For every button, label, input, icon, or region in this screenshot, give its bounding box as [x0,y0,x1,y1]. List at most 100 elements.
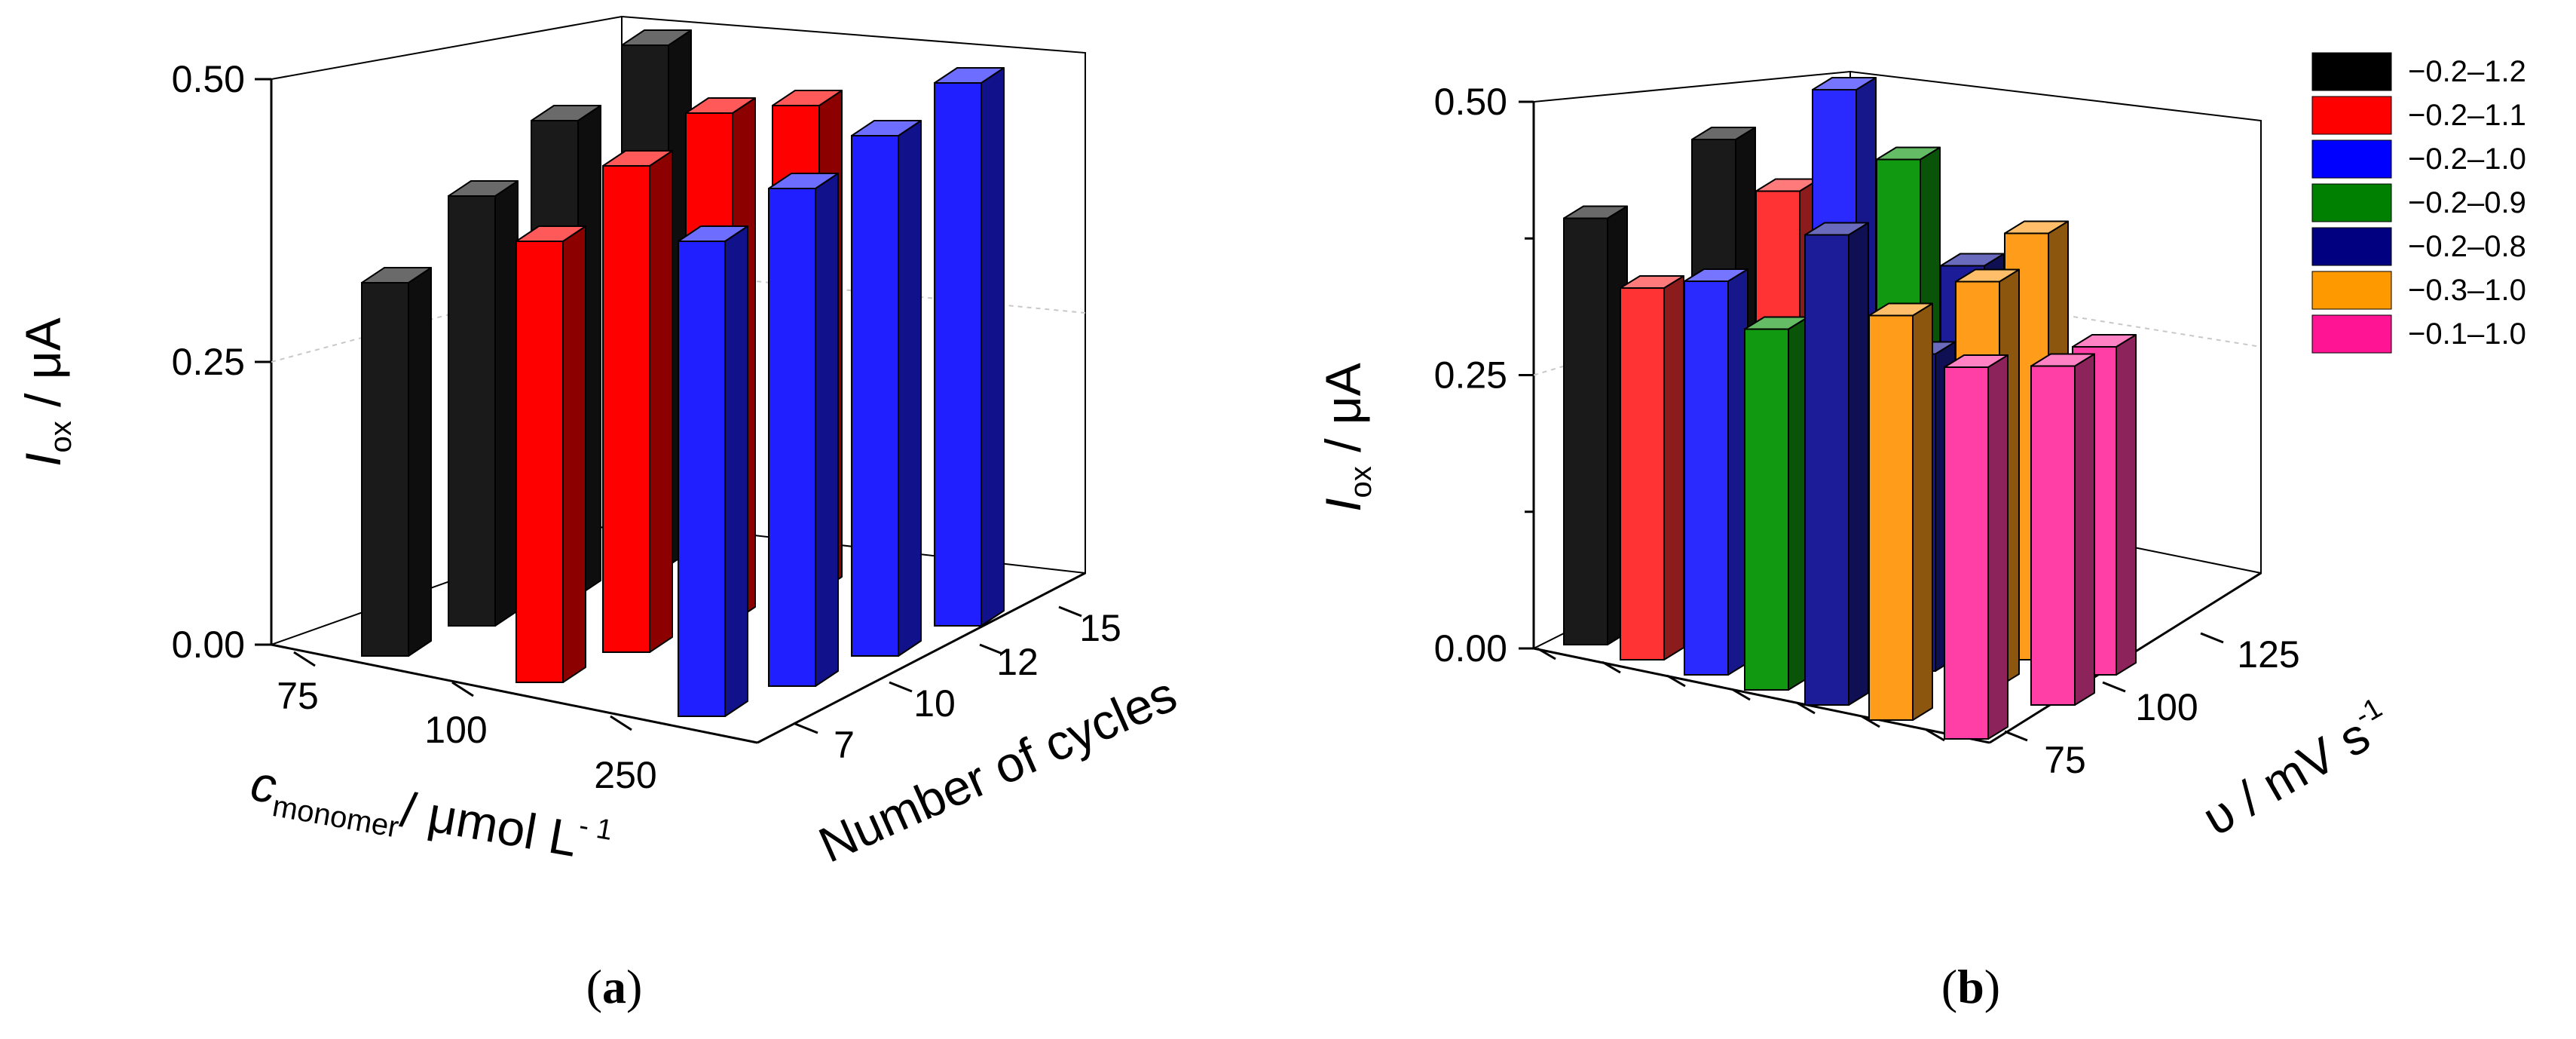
x-axis-title-unit: / μmol L [396,781,581,867]
legend-swatch [2311,227,2392,266]
y-tick-label: 0.25 [172,341,245,383]
z-tick-mark [794,722,818,734]
x-tick-mark [1861,715,1880,728]
x-tick-mark [1602,660,1621,674]
x-tick-label: 100 [424,709,487,751]
bar-front-face [516,241,564,683]
z-axis-title-main: υ / mV s [2193,706,2379,846]
x-tick-mark [1731,688,1751,701]
legend-item: −0.3–1.0 [2311,271,2526,310]
legend-label: −0.3–1.0 [2408,274,2526,307]
y-axis-title-unit: / μA [1315,363,1371,466]
legend-item: −0.1–1.0 [2311,314,2526,354]
bar [361,267,432,657]
bar [1684,268,1748,676]
y-tick-label: 0.25 [1434,354,1507,397]
bar-side-face [562,225,586,683]
bar-side-face [1912,302,1933,721]
x-tick-mark [293,651,316,667]
bar [1744,316,1809,691]
x-axis-line [271,643,758,744]
bar-top-face [2072,334,2137,348]
legend-swatch [2311,271,2392,310]
bar [1620,275,1684,660]
x-tick-mark [610,715,632,731]
bar-top-face [516,225,586,242]
y-axis-title-main: I [1315,498,1371,511]
bar-side-face [815,173,839,687]
gridline [1849,280,2262,348]
x-tick-label: 250 [594,754,656,796]
bar [602,150,673,653]
y-axis-title-main: I [15,452,71,466]
bar-top-face [1812,77,1877,90]
bar-front-face [1684,280,1729,676]
y-axis-title-unit: / μA [15,317,71,421]
z-tick-mark [979,643,1003,655]
legend-swatch [2311,183,2392,222]
legend-swatch [2311,96,2392,135]
x-tick-mark [451,681,474,697]
bar [516,225,586,683]
legend-label: −0.2–1.2 [2408,55,2526,88]
bar-side-face [2116,334,2137,676]
z-tick-mark [2102,681,2126,693]
x-tick-mark [1926,728,1945,742]
bar-front-face [768,188,816,687]
bar-front-face [1804,234,1849,706]
bar-side-face [898,120,922,657]
z-axis-title: Number of cycles [811,666,1185,873]
bar-front-face [361,282,409,657]
legend-item: −0.2–0.8 [2311,227,2526,266]
bar [448,180,519,627]
z-tick-mark [889,681,913,693]
bar-top-face [934,67,1005,84]
bar [1944,354,2008,740]
bar-side-face [408,267,432,657]
legend-label: −0.2–1.0 [2408,143,2526,176]
z-tick-label: 100 [2135,686,2198,728]
bar-side-face [1663,275,1684,660]
legend-label: −0.2–0.9 [2408,186,2526,219]
bar-top-face [685,97,756,114]
bar-front-face [1563,217,1608,645]
y-tick-label: 0.00 [1434,627,1507,670]
bar-front-face [678,241,726,717]
bar [1868,302,1933,721]
bar-front-face [851,135,899,657]
bar-top-face [621,29,692,46]
bar-side-face [1987,354,2008,740]
y-tick-label: 0.50 [172,58,245,100]
legend-label: −0.1–1.0 [2408,317,2526,351]
y-tick-label: 0.50 [1434,81,1507,123]
bar-top-face [1684,268,1748,282]
bar [934,67,1005,627]
panel-label-b: (b) [1941,960,2000,1013]
z-tick-label: 10 [913,682,956,725]
bar-top-face [772,90,843,106]
legend-label: −0.2–0.8 [2408,230,2526,263]
bar-side-face [494,180,519,627]
bar [678,225,748,717]
bar-front-face [1868,314,1914,721]
bar-top-face [1868,302,1933,317]
z-tick-label: 12 [996,641,1039,683]
bar-side-face [649,150,673,653]
bar [851,120,922,657]
bar-front-face [602,165,650,653]
y-axis-title: Iox / μA [1315,363,1378,512]
bar-front-face [1944,366,1989,740]
bar-top-face [768,173,839,189]
x-tick-label: 75 [277,675,319,717]
bar-side-face [981,67,1005,627]
x-tick-mark [1537,647,1556,660]
legend-swatch [2311,314,2392,354]
x-axis-title-sub: monomer [270,789,401,844]
z-tick-label: 75 [2044,739,2086,781]
bar-top-face [1955,268,2020,283]
bar-side-face [724,225,748,717]
legend-item: −0.2–1.2 [2311,52,2526,91]
bar-side-face [1848,222,1869,706]
bar-top-face [1944,354,2008,368]
bar-top-face [2030,353,2095,367]
